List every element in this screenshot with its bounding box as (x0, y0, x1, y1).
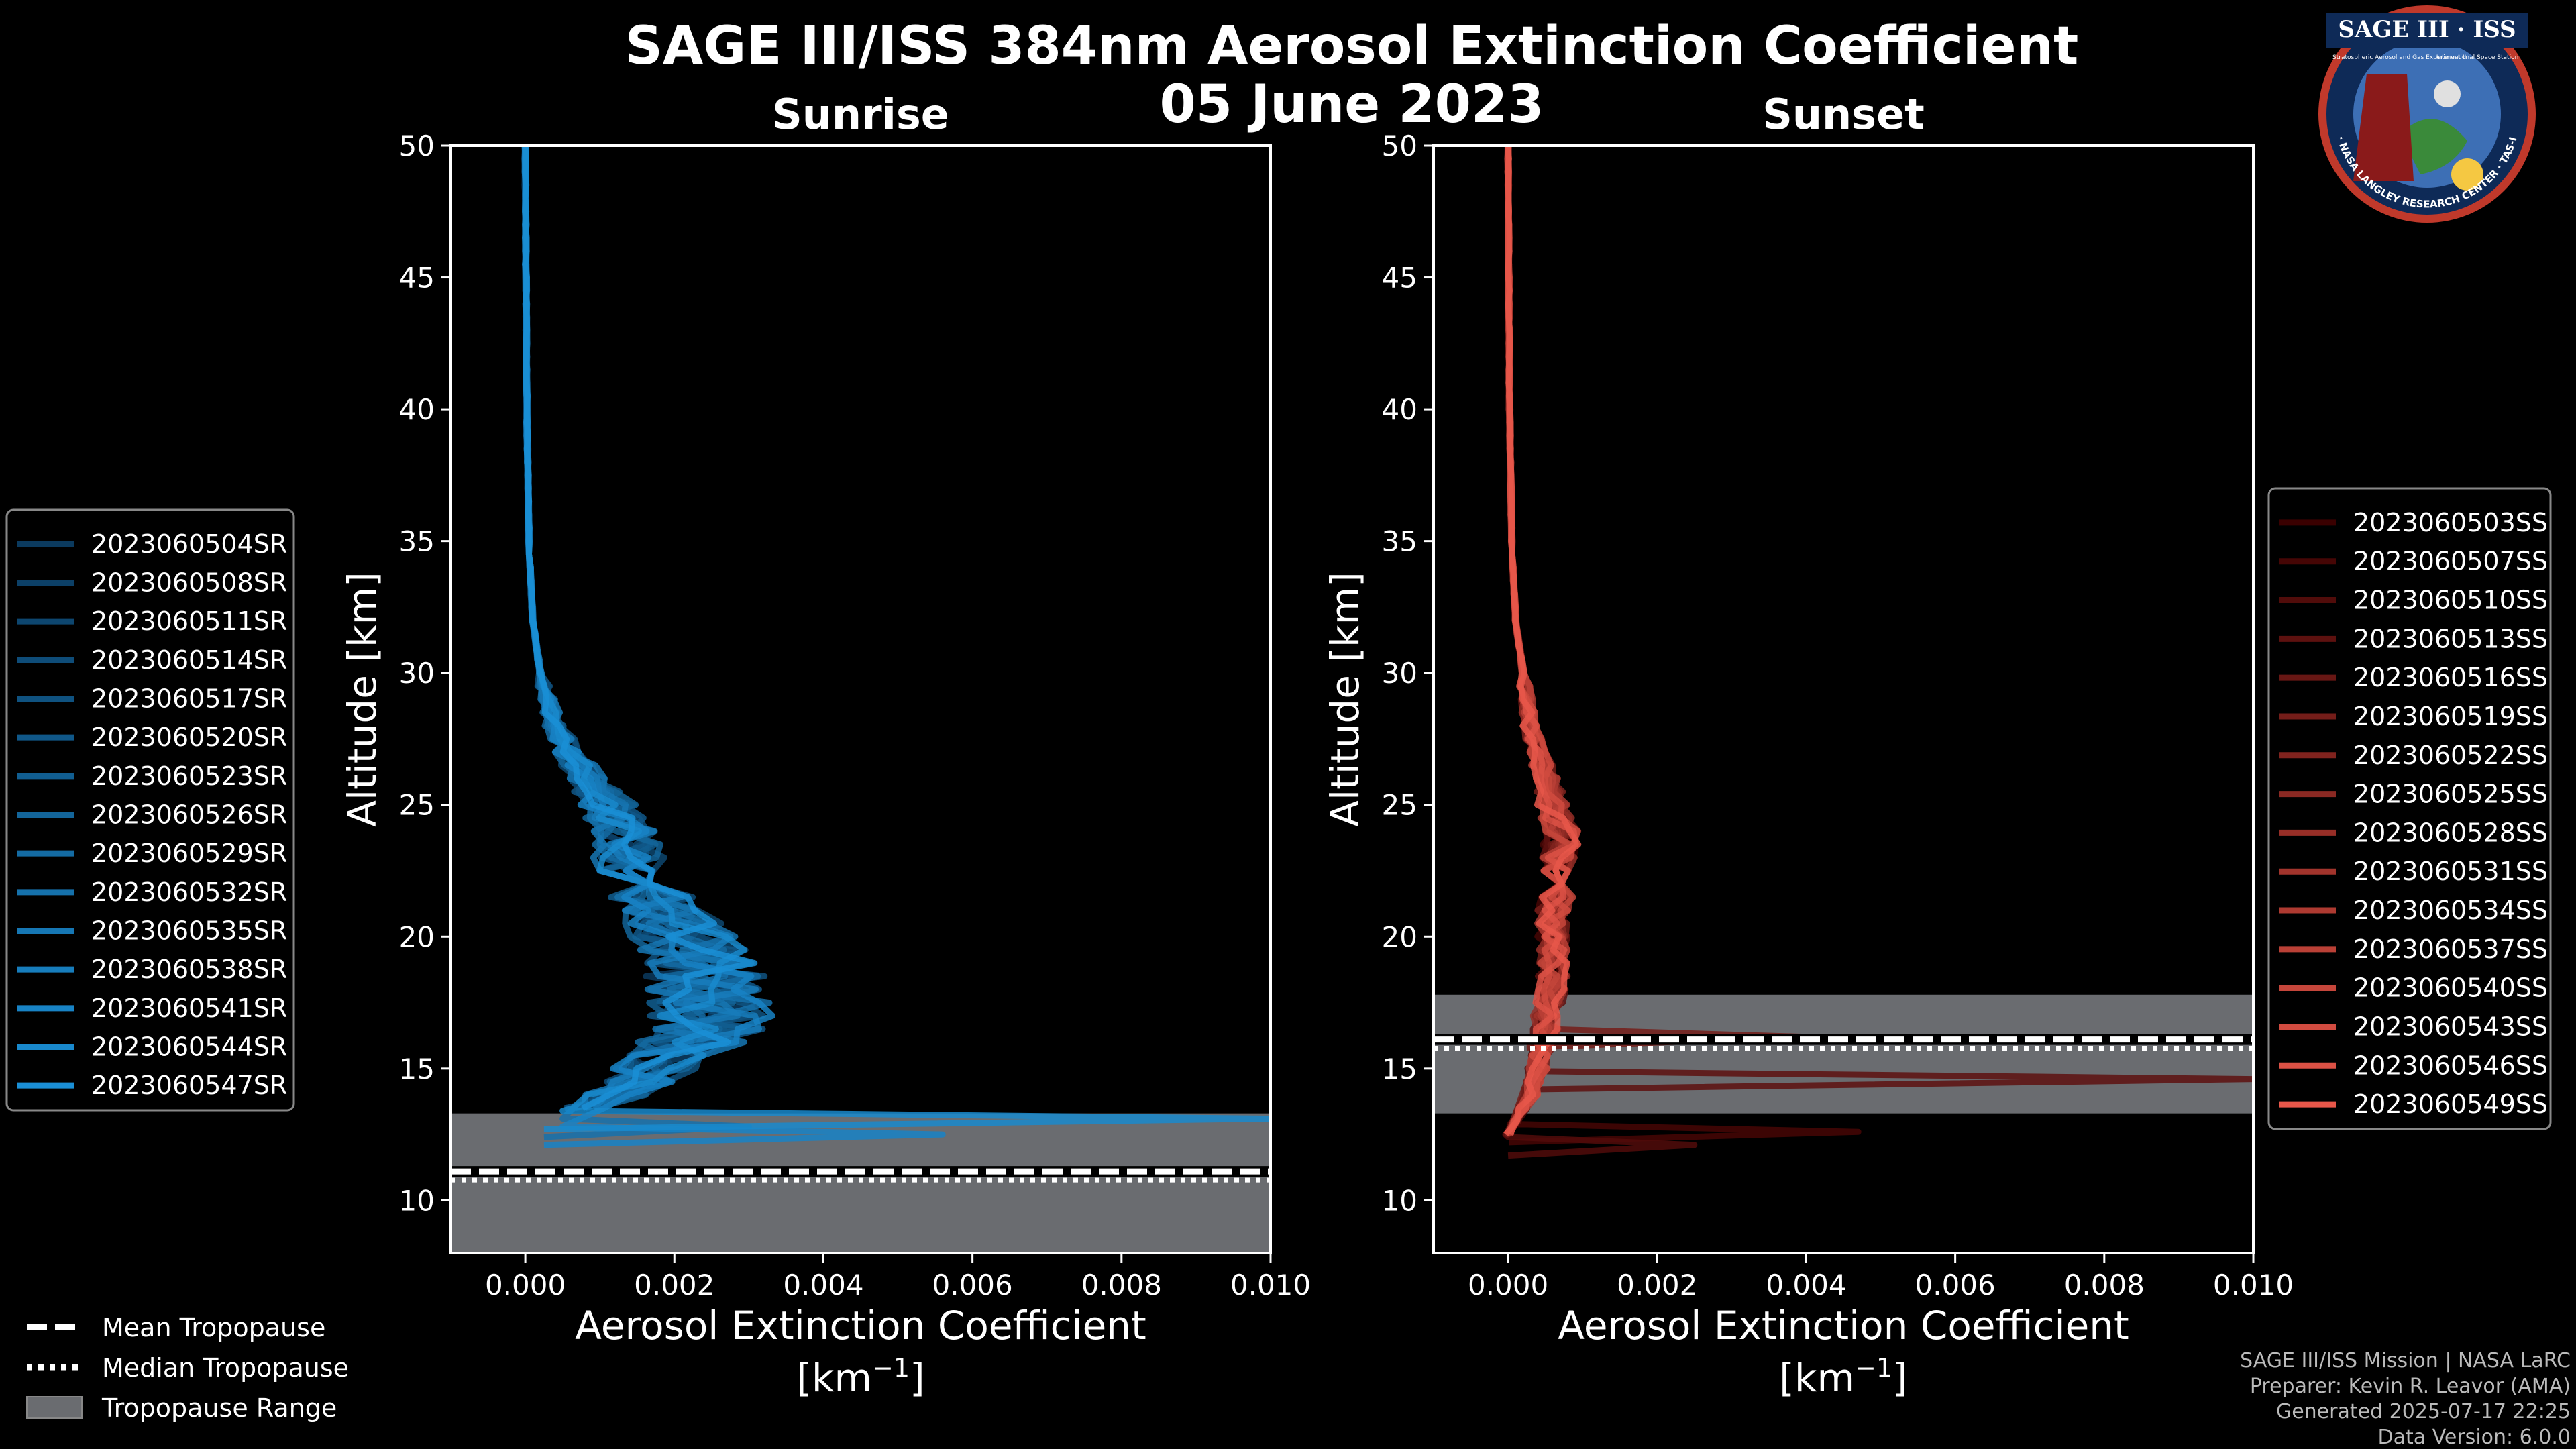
sunset-legend-label: 2023060503SS (2353, 508, 2548, 537)
sunset-tropopause-range (1434, 994, 2253, 1114)
sunrise-plot-frame (449, 144, 1272, 1254)
credit-preparer: Preparer: Kevin R. Leavor (AMA) (2250, 1375, 2571, 1398)
sunrise-legend-label: 2023060511SR (91, 606, 287, 636)
mean-tropopause-legend-label: Mean Tropopause (102, 1313, 325, 1342)
sunrise-legend-label: 2023060520SR (91, 722, 287, 752)
sunset-legend-label: 2023060537SS (2353, 934, 2548, 964)
sunrise-legend-label: 2023060526SR (91, 800, 287, 830)
sunrise-ylabel: Altitude [km] (339, 572, 385, 826)
sunset-legend-label: 2023060525SS (2353, 780, 2548, 809)
sunset-legend-label: 2023060519SS (2353, 702, 2548, 731)
sunset-xlabel-unit: [km−1] (1779, 1353, 1907, 1401)
credit-mission: SAGE III/ISS Mission | NASA LaRC (2240, 1349, 2571, 1373)
sunset-legend-label: 2023060540SS (2353, 973, 2548, 1003)
sunrise-legend-label: 2023060514SR (91, 645, 287, 675)
sunrise-legend-label: 2023060538SR (91, 955, 287, 984)
sunrise-legend-label: 2023060504SR (91, 529, 287, 559)
sunset-ytick-label: 30 (1382, 657, 1417, 690)
sunset-legend-label: 2023060549SS (2353, 1089, 2548, 1119)
logo-station: International Space Station (2436, 54, 2519, 61)
sunrise-legend: 2023060504SR 2023060508SR 2023060511SR 2023… (5, 508, 295, 1112)
sunset-legend-label: 2023060507SS (2353, 547, 2548, 576)
figure-date: 05 June 2023 (1160, 74, 1544, 135)
sunset-legend-label: 2023060531SS (2353, 857, 2548, 886)
sunset-legend-label: 2023060528SS (2353, 818, 2548, 847)
sunset-xtick-label: 0.002 (1617, 1269, 1697, 1301)
sunrise-xtick-label: 0.006 (932, 1269, 1013, 1301)
sunset-ytick-label: 15 (1382, 1053, 1417, 1085)
sunrise-xlabel-unit: [km−1] (796, 1353, 924, 1401)
logo-subtitle: Stratospheric Aerosol and Gas Experiment… (2332, 54, 2468, 61)
sunrise-xtick-label: 0.004 (783, 1269, 863, 1301)
sunset-ytick-label: 35 (1382, 525, 1417, 558)
sunrise-legend-label: 2023060535SR (91, 916, 287, 946)
sunrise-xlabel: Aerosol Extinction Coefficient (575, 1303, 1146, 1348)
sunrise-profile-2023060547SR (522, 146, 758, 1111)
sunset-ytick-label: 40 (1382, 393, 1417, 426)
sunrise-panel-title: Sunrise (772, 90, 949, 139)
sunrise-legend-label: 2023060544SR (91, 1032, 287, 1062)
sunrise-ytick-label: 25 (399, 789, 435, 822)
sunset-ytick-label: 45 (1382, 262, 1417, 294)
sunrise-ytick-label: 45 (399, 262, 435, 294)
sunset-legend-label: 2023060516SS (2353, 663, 2548, 692)
sunset-xtick-label: 0.004 (1766, 1269, 1846, 1301)
sunset-ytick-label: 20 (1382, 920, 1417, 953)
figure-title: SAGE III/ISS 384nm Aerosol Extinction Co… (625, 16, 2079, 76)
sunrise-legend-label: 2023060532SR (91, 877, 287, 907)
sunset-legend-label: 2023060543SS (2353, 1012, 2548, 1041)
sunset-legend-label: 2023060513SS (2353, 624, 2548, 653)
sunrise-legend-label: 2023060529SR (91, 839, 287, 868)
sage-logo: SAGE III · ISS Stratospheric Aerosol and… (2318, 5, 2536, 223)
sunset-xtick-label: 0.006 (1915, 1269, 1996, 1301)
sunrise-xtick-label: 0.010 (1230, 1269, 1311, 1301)
sunrise-xtick-label: 0.002 (634, 1269, 714, 1301)
sunset-ytick-label: 25 (1382, 789, 1417, 822)
sunset-xtick-label: 0.010 (2213, 1269, 2294, 1301)
tropopause-range-legend-swatch (26, 1396, 83, 1419)
sunrise-ytick-label: 15 (399, 1053, 435, 1085)
sunset-ytick-label: 10 (1382, 1184, 1417, 1217)
sunrise-ytick-label: 35 (399, 525, 435, 558)
sunrise-xtick-label: 0.008 (1081, 1269, 1162, 1301)
sunrise-ytick-label: 50 (399, 129, 435, 162)
sunset-xtick-label: 0.008 (2064, 1269, 2145, 1301)
sunrise-profiles (521, 146, 1271, 1148)
sunrise-legend-label: 2023060541SR (91, 994, 287, 1023)
tropopause-legend: Mean Tropopause Median Tropopause Tropop… (26, 1313, 349, 1423)
sunrise-ytick-label: 20 (399, 920, 435, 953)
sunrise-legend-label: 2023060508SR (91, 568, 287, 598)
sunrise-ytick-label: 30 (399, 657, 435, 690)
sunset-plot-frame (1432, 144, 2255, 1254)
sunset-legend-label: 2023060546SS (2353, 1051, 2548, 1080)
sunset-legend-label: 2023060522SS (2353, 741, 2548, 770)
sunset-legend-label: 2023060510SS (2353, 586, 2548, 615)
sunset-legend: 2023060503SS 2023060507SS 2023060510SS 2023… (2267, 487, 2552, 1130)
sunrise-legend-label: 2023060517SR (91, 684, 287, 714)
sunrise-ytick-label: 40 (399, 393, 435, 426)
logo-name: SAGE III · ISS (2338, 16, 2516, 43)
sunset-profile-2023060549SS (1503, 146, 1582, 1137)
sunrise-legend-label: 2023060523SR (91, 761, 287, 791)
credits: SAGE III/ISS Mission | NASA LaRC Prepare… (2240, 1349, 2571, 1449)
sunrise-ytick-label: 10 (399, 1184, 435, 1217)
sunset-xtick-label: 0.000 (1468, 1269, 1548, 1301)
sunset-ytick-label: 50 (1382, 129, 1417, 162)
sunset-profiles (1502, 146, 2253, 1159)
tropopause-range-legend-label: Tropopause Range (101, 1393, 337, 1423)
credit-version: Data Version: 6.0.0 (2378, 1426, 2571, 1449)
median-tropopause-legend-label: Median Tropopause (102, 1353, 349, 1383)
sunrise-xtick-label: 0.000 (485, 1269, 566, 1301)
sunset-ylabel: Altitude [km] (1322, 572, 1368, 826)
sunset-legend-label: 2023060534SS (2353, 896, 2548, 925)
sunrise-legend-label: 2023060547SR (91, 1071, 287, 1100)
sunset-panel-title: Sunset (1762, 90, 1925, 139)
sunset-xlabel: Aerosol Extinction Coefficient (1558, 1303, 2129, 1348)
credit-generated: Generated 2025-07-17 22:25 (2276, 1400, 2571, 1424)
